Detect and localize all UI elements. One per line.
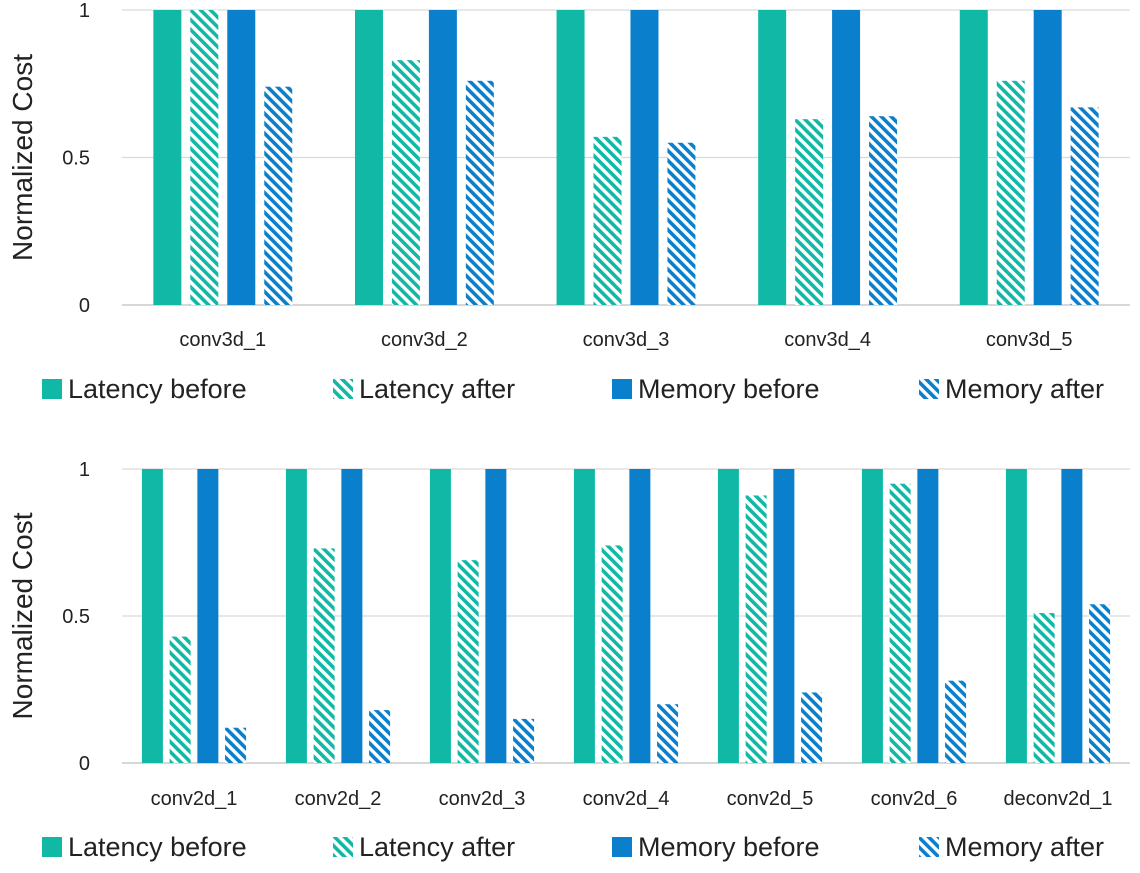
bar-memory-before-conv2d_2 <box>341 469 363 763</box>
y-tick-label: 0.5 <box>62 606 90 628</box>
bar-latency-after-conv2d_5 <box>745 495 767 763</box>
bar-latency-before-conv2d_2 <box>285 469 307 763</box>
y-tick-label: 1 <box>79 459 90 481</box>
y-tick-label: 0.5 <box>62 148 90 170</box>
bar-memory-after-conv2d_6 <box>945 680 967 763</box>
bar-memory-after-conv2d_5 <box>801 692 823 763</box>
bar-latency-before-conv2d_3 <box>429 469 451 763</box>
x-tick-label: conv3d_2 <box>381 329 468 351</box>
y-tick-label: 1 <box>79 0 90 22</box>
y-axis-label: Normalized Cost <box>7 512 38 719</box>
legend-swatch <box>612 837 632 857</box>
chart-2: 0 0.5 1 Normalized Cost conv2d_1 conv2d_2 conv… <box>7 459 1130 862</box>
bar-latency-before-conv3d_1 <box>153 10 182 305</box>
bar-memory-before-conv2d_3 <box>485 469 507 763</box>
x-tick-label: conv3d_3 <box>583 329 670 351</box>
legend-swatch <box>919 379 939 399</box>
bar-latency-before-conv2d_4 <box>573 469 595 763</box>
y-tick-label: 0 <box>79 295 90 317</box>
bar-memory-after-deconv2d_1 <box>1089 604 1111 763</box>
bar-memory-before-conv2d_1 <box>197 469 219 763</box>
bar-latency-before-deconv2d_1 <box>1005 469 1027 763</box>
bar-memory-before-conv2d_6 <box>917 469 939 763</box>
bar-latency-before-conv2d_6 <box>861 469 883 763</box>
legend-item: Memory after <box>919 832 1104 862</box>
bar-latency-after-conv3d_4 <box>795 119 824 306</box>
bar-memory-before-conv3d_1 <box>227 10 256 305</box>
bar-memory-before-conv3d_5 <box>1033 10 1062 305</box>
bar-latency-after-conv2d_1 <box>169 636 191 763</box>
legend-item: Latency after <box>333 832 515 862</box>
bar-latency-before-conv3d_3 <box>556 10 585 305</box>
legend-item: Latency before <box>42 832 247 862</box>
bar-latency-after-conv2d_2 <box>313 548 335 763</box>
bar-memory-after-conv3d_5 <box>1070 107 1099 305</box>
y-axis-label: Normalized Cost <box>7 54 38 261</box>
bar-memory-after-conv3d_4 <box>869 116 898 305</box>
x-tick-label: conv2d_6 <box>871 788 958 810</box>
bar-latency-after-conv3d_1 <box>190 10 219 305</box>
legend-item: Latency before <box>42 374 247 404</box>
legend-label: Memory after <box>945 374 1104 404</box>
legend-swatch <box>333 379 353 399</box>
bar-latency-after-conv2d_3 <box>457 560 479 763</box>
legend-label: Latency before <box>68 832 247 862</box>
legend-item: Latency after <box>333 374 515 404</box>
bar-memory-after-conv2d_3 <box>513 718 535 763</box>
bar-latency-after-conv3d_3 <box>593 136 622 305</box>
x-tick-label: deconv2d_1 <box>1004 788 1113 810</box>
y-tick-label: 0 <box>79 753 90 775</box>
bar-latency-after-deconv2d_1 <box>1033 613 1055 763</box>
bar-latency-after-conv2d_6 <box>889 483 911 763</box>
legend-label: Latency before <box>68 374 247 404</box>
bar-latency-after-conv3d_5 <box>996 80 1025 305</box>
x-tick-label: conv3d_4 <box>784 329 871 351</box>
legend-swatch <box>42 379 62 399</box>
bar-memory-after-conv3d_2 <box>465 80 494 305</box>
legend-swatch <box>919 837 939 857</box>
legend-item: Memory before <box>612 832 820 862</box>
bar-latency-before-conv3d_4 <box>758 10 787 305</box>
x-tick-label: conv2d_4 <box>583 788 670 810</box>
legend-label: Memory before <box>638 832 820 862</box>
bar-latency-before-conv2d_1 <box>141 469 163 763</box>
x-tick-label: conv2d_5 <box>727 788 814 810</box>
bar-memory-after-conv2d_2 <box>369 710 391 763</box>
bar-memory-after-conv3d_1 <box>264 86 293 305</box>
legend-item: Memory after <box>919 374 1104 404</box>
bar-memory-before-conv2d_4 <box>629 469 651 763</box>
bar-latency-before-conv3d_5 <box>959 10 988 305</box>
bar-latency-before-conv3d_2 <box>354 10 383 305</box>
legend-label: Memory after <box>945 832 1104 862</box>
x-tick-label: conv3d_1 <box>179 329 266 351</box>
bar-memory-after-conv2d_1 <box>225 727 247 763</box>
x-tick-label: conv3d_5 <box>986 329 1073 351</box>
x-tick-label: conv2d_3 <box>439 788 526 810</box>
bar-memory-after-conv2d_4 <box>657 704 679 763</box>
legend-label: Latency after <box>359 832 515 862</box>
legend-label: Memory before <box>638 374 820 404</box>
legend-swatch <box>333 837 353 857</box>
bar-memory-before-conv2d_5 <box>773 469 795 763</box>
x-tick-label: conv2d_2 <box>295 788 382 810</box>
bar-memory-before-conv3d_4 <box>832 10 861 305</box>
bar-latency-after-conv3d_2 <box>391 60 420 306</box>
legend-label: Latency after <box>359 374 515 404</box>
bar-memory-before-conv3d_2 <box>428 10 457 305</box>
chart-1: 0 0.5 1 Normalized Cost conv3d_1 conv3d_2 conv… <box>7 0 1130 404</box>
bar-memory-before-conv3d_3 <box>630 10 659 305</box>
x-tick-label: conv2d_1 <box>151 788 238 810</box>
legend-item: Memory before <box>612 374 820 404</box>
bar-memory-before-deconv2d_1 <box>1061 469 1083 763</box>
bar-memory-after-conv3d_3 <box>667 142 696 305</box>
legend-swatch <box>42 837 62 857</box>
bar-latency-after-conv2d_4 <box>601 545 623 763</box>
bar-latency-before-conv2d_5 <box>717 469 739 763</box>
legend-swatch <box>612 379 632 399</box>
